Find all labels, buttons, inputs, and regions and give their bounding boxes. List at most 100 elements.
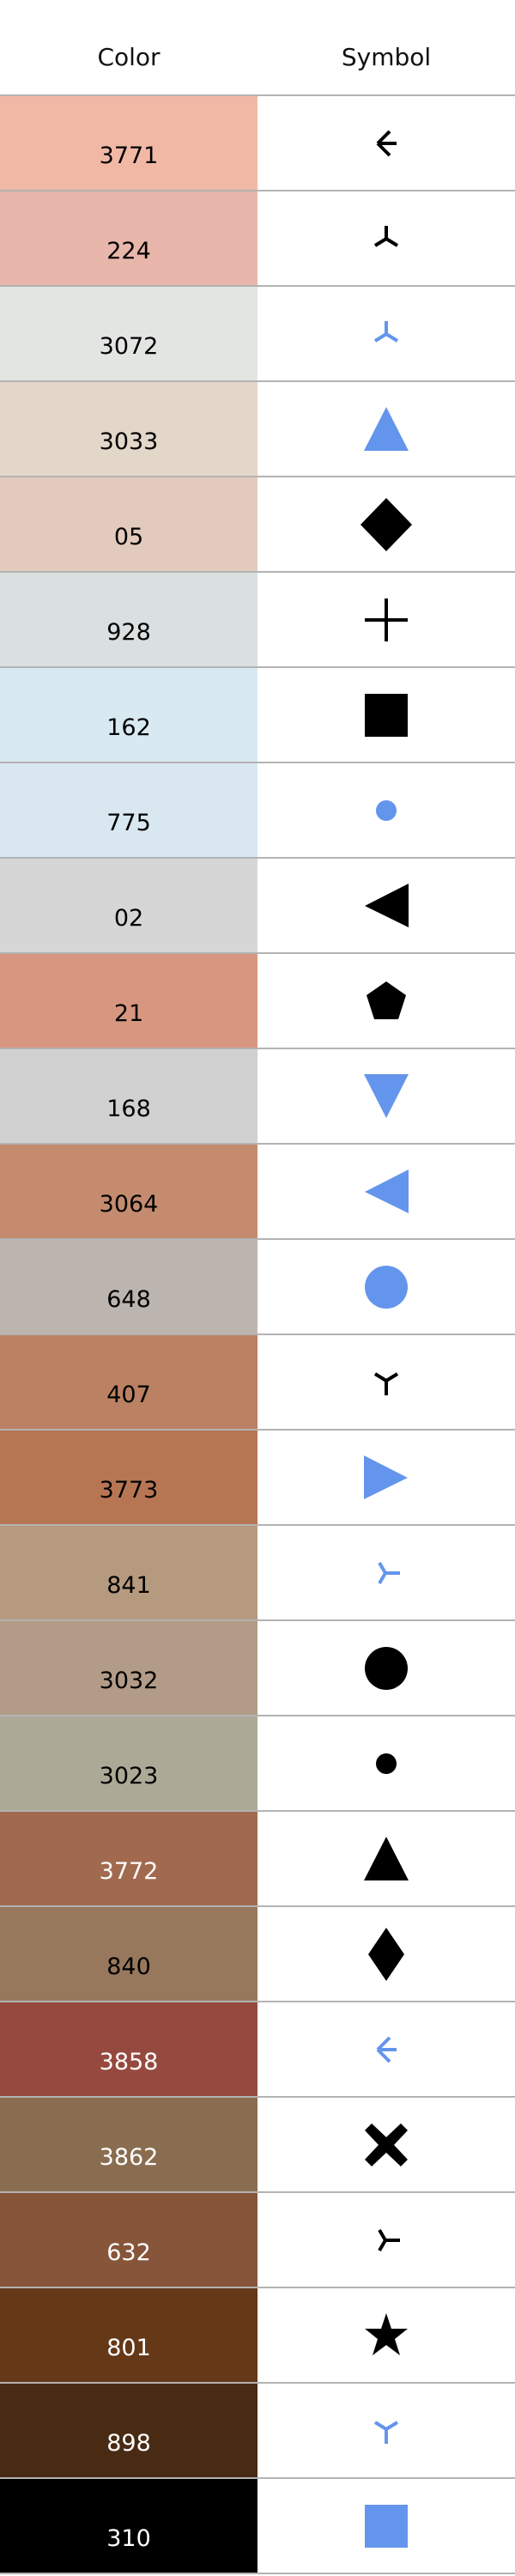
- circle-icon: [365, 1266, 408, 1309]
- color-code: 632: [106, 2239, 151, 2266]
- tri-down-icon: [373, 226, 399, 247]
- symbol-cell: [258, 1145, 515, 1238]
- table-row: 02: [0, 859, 515, 954]
- color-code: 3072: [99, 333, 159, 360]
- table-row: 648: [0, 1240, 515, 1335]
- color-code: 224: [106, 238, 151, 264]
- symbol-cell: [258, 2288, 515, 2382]
- color-code: 3032: [99, 1668, 159, 1694]
- color-code: 3858: [99, 2049, 159, 2075]
- color-swatch: 05: [0, 477, 258, 571]
- table-row: 3772: [0, 1812, 515, 1907]
- table-row: 162: [0, 668, 515, 763]
- symbol-cell: [258, 287, 515, 380]
- star-icon: [365, 2313, 408, 2355]
- symbol-column-header: Symbol: [341, 43, 432, 71]
- symbol-cell: [258, 1716, 515, 1810]
- triangle-left-icon: [365, 1170, 409, 1213]
- color-code: 648: [106, 1286, 151, 1313]
- tri-right-icon: [378, 2228, 400, 2252]
- square-icon: [365, 694, 408, 737]
- plus-icon: [365, 598, 408, 641]
- color-swatch: 3032: [0, 1621, 258, 1715]
- color-swatch: 801: [0, 2288, 258, 2382]
- color-code: 841: [106, 1572, 151, 1599]
- color-code: 928: [106, 619, 151, 646]
- color-swatch: 3771: [0, 96, 258, 190]
- color-code: 3033: [99, 428, 159, 455]
- table-row: 3858: [0, 2002, 515, 2098]
- table-row: 168: [0, 1049, 515, 1145]
- symbol-cell: [258, 2384, 515, 2477]
- color-column-header: Color: [97, 43, 161, 71]
- point-icon: [376, 1753, 397, 1774]
- table-row: 3033: [0, 382, 515, 477]
- color-code: 898: [106, 2430, 151, 2457]
- table-row: 632: [0, 2193, 515, 2288]
- table-row: 3023: [0, 1716, 515, 1812]
- symbol-cell: [258, 1431, 515, 1524]
- tri-left-icon: [376, 2036, 397, 2063]
- circle-icon: [365, 1647, 408, 1690]
- color-code: 310: [106, 2525, 151, 2552]
- table-row: 3072: [0, 287, 515, 382]
- table-row: 3862: [0, 2098, 515, 2193]
- color-swatch: 3023: [0, 1716, 258, 1810]
- symbol-cell: [258, 96, 515, 190]
- table-row: 3032: [0, 1621, 515, 1716]
- symbol-cell: [258, 763, 515, 857]
- tri-down-icon: [373, 321, 399, 343]
- table-row: 224: [0, 191, 515, 287]
- color-swatch: 632: [0, 2193, 258, 2287]
- color-swatch: 775: [0, 763, 258, 857]
- color-code: 162: [106, 714, 151, 741]
- color-swatch: 02: [0, 859, 258, 952]
- table-row: 21: [0, 954, 515, 1049]
- tri-up-icon: [373, 2421, 399, 2444]
- color-swatch: 168: [0, 1049, 258, 1143]
- triangle-up-icon: [364, 407, 409, 451]
- color-swatch: 21: [0, 954, 258, 1048]
- table-row: 898: [0, 2384, 515, 2479]
- symbol-cell: [258, 1526, 515, 1619]
- symbol-cell: [258, 2193, 515, 2287]
- table-row: 310: [0, 2479, 515, 2574]
- color-swatch: 648: [0, 1240, 258, 1334]
- triangle-down-icon: [364, 1074, 409, 1118]
- table-row: 928: [0, 573, 515, 668]
- square-icon: [365, 2505, 408, 2548]
- point-icon: [376, 800, 397, 821]
- color-code: 3023: [99, 1763, 159, 1789]
- table-row: 3773: [0, 1431, 515, 1526]
- color-swatch: 840: [0, 1907, 258, 2001]
- color-swatch: 928: [0, 573, 258, 666]
- table-body: 3771 224 3072 3033 05 928 162 775 02 21 168 3064 648…: [0, 96, 515, 2574]
- color-code: 3064: [99, 1191, 159, 1218]
- table-row: 407: [0, 1335, 515, 1431]
- table-row: 3064: [0, 1145, 515, 1240]
- color-code: 840: [106, 1953, 151, 1980]
- color-code: 168: [106, 1096, 151, 1122]
- table-header: Color Symbol: [0, 0, 515, 96]
- color-code: 801: [106, 2335, 151, 2361]
- table-row: 775: [0, 763, 515, 859]
- diamond-icon: [360, 498, 412, 551]
- table-row: 840: [0, 1907, 515, 2002]
- pentagon-icon: [367, 981, 406, 1019]
- color-swatch: 3773: [0, 1431, 258, 1524]
- symbol-cell: [258, 859, 515, 952]
- symbol-cell: [258, 954, 515, 1048]
- symbol-cell: [258, 191, 515, 285]
- table-row: 841: [0, 1526, 515, 1621]
- triangle-left-icon: [365, 884, 409, 927]
- color-swatch: 310: [0, 2479, 258, 2573]
- symbol-cell: [258, 573, 515, 666]
- symbol-cell: [258, 2479, 515, 2573]
- color-code: 3772: [99, 1858, 159, 1885]
- table-row: 3771: [0, 96, 515, 191]
- tri-left-icon: [376, 130, 397, 157]
- x-filled-icon: [365, 2123, 408, 2166]
- color-swatch: 3064: [0, 1145, 258, 1238]
- symbol-cell: [258, 1049, 515, 1143]
